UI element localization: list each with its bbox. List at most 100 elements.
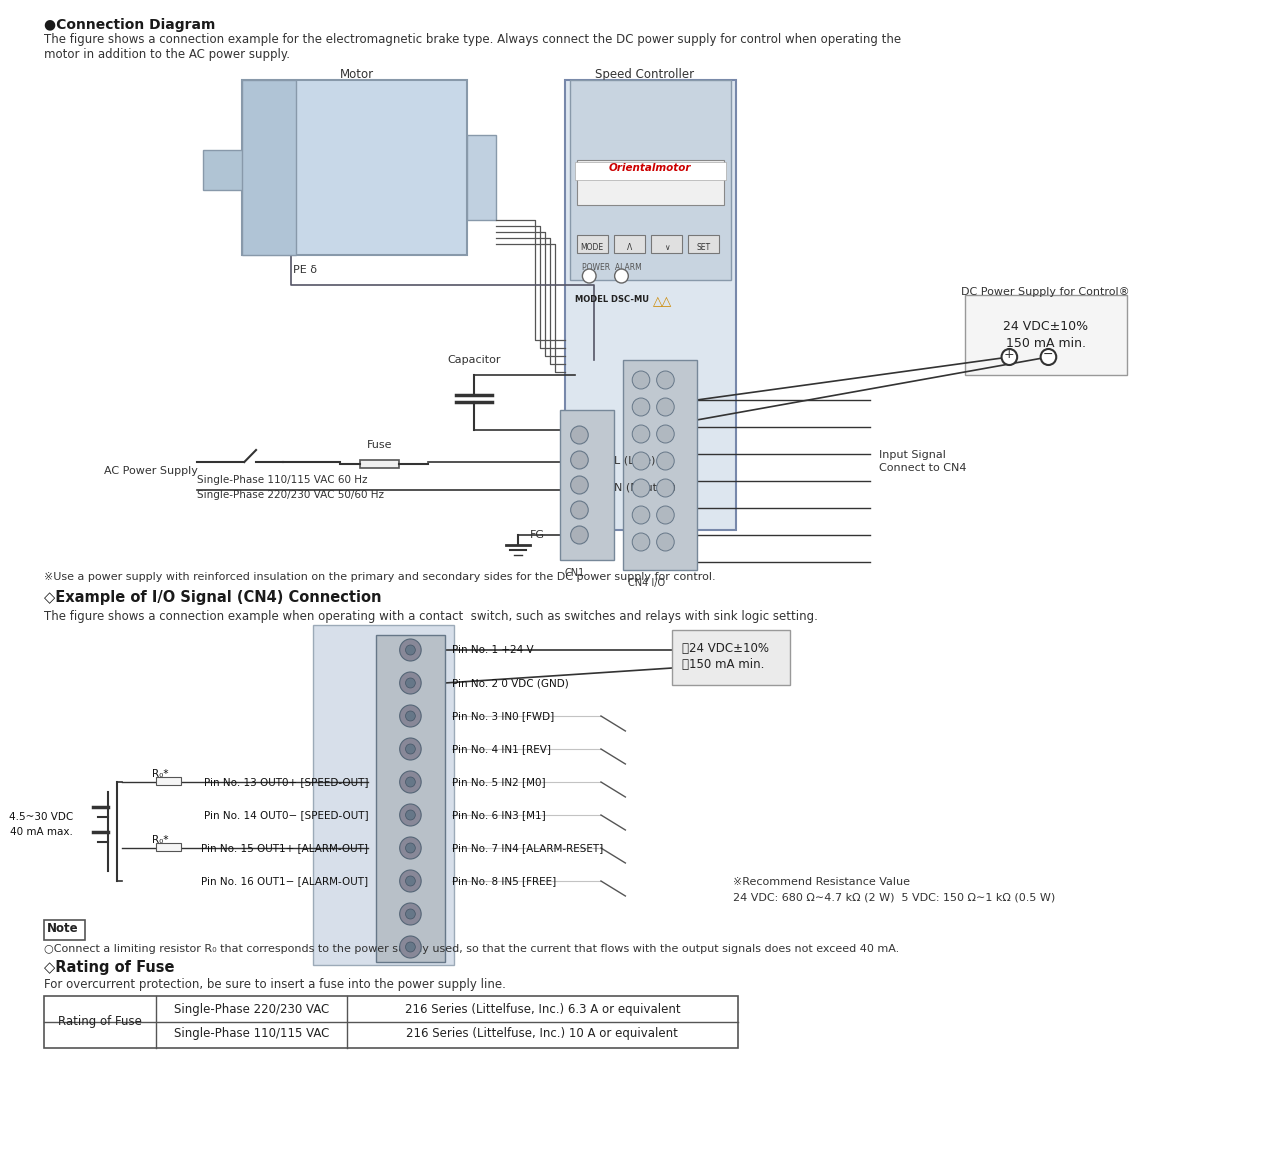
Circle shape	[571, 451, 589, 469]
Text: FG: FG	[530, 530, 544, 540]
Circle shape	[657, 506, 675, 525]
Bar	[467, 135, 497, 220]
Circle shape	[399, 771, 421, 793]
Bar	[575, 162, 726, 180]
Text: The figure shows a connection example for the electromagnetic brake type. Always: The figure shows a connection example fo…	[44, 33, 901, 47]
Circle shape	[571, 501, 589, 519]
Circle shape	[571, 426, 589, 444]
Text: MODE: MODE	[581, 243, 604, 252]
Text: Pin No. 6 IN3 [M1]: Pin No. 6 IN3 [M1]	[452, 809, 547, 820]
Text: Connect to CN4: Connect to CN4	[879, 463, 966, 473]
Circle shape	[657, 533, 675, 551]
Circle shape	[571, 526, 589, 544]
Circle shape	[399, 638, 421, 661]
Text: 40 mA max.: 40 mA max.	[10, 827, 73, 837]
Bar	[242, 80, 296, 255]
Circle shape	[632, 533, 650, 551]
Text: motor in addition to the AC power supply.: motor in addition to the AC power supply…	[44, 48, 291, 60]
Bar	[242, 80, 467, 255]
Text: 216 Series (Littelfuse, Inc.) 6.3 A or equivalent: 216 Series (Littelfuse, Inc.) 6.3 A or e…	[404, 1004, 680, 1016]
Bar	[613, 235, 645, 254]
Text: CN4 I/O: CN4 I/O	[628, 578, 666, 588]
Circle shape	[657, 479, 675, 497]
Bar	[576, 235, 608, 254]
Bar	[672, 630, 790, 685]
Bar	[564, 80, 736, 530]
Circle shape	[399, 705, 421, 727]
Circle shape	[1001, 349, 1018, 365]
Bar	[204, 150, 244, 190]
Text: Pin No. 13 OUT0+ [SPEED-OUT]: Pin No. 13 OUT0+ [SPEED-OUT]	[204, 777, 369, 787]
Text: Single-Phase 220/230 VAC 50/60 Hz: Single-Phase 220/230 VAC 50/60 Hz	[197, 490, 384, 500]
Circle shape	[632, 424, 650, 443]
Circle shape	[657, 424, 675, 443]
Text: PE δ: PE δ	[293, 265, 317, 274]
Circle shape	[632, 479, 650, 497]
Text: ※Use a power supply with reinforced insulation on the primary and secondary side: ※Use a power supply with reinforced insu…	[44, 572, 716, 582]
Text: ◇Rating of Fuse: ◇Rating of Fuse	[44, 959, 174, 975]
Bar	[156, 843, 180, 851]
Text: 24 VDC±10%: 24 VDC±10%	[1004, 320, 1088, 333]
Bar	[570, 80, 731, 280]
Circle shape	[406, 711, 415, 721]
Text: Single-Phase 220/230 VAC: Single-Phase 220/230 VAC	[174, 1004, 329, 1016]
Text: AC Power Supply: AC Power Supply	[104, 466, 197, 476]
Bar	[44, 996, 737, 1048]
Text: Capacitor: Capacitor	[447, 355, 500, 365]
Text: DC Power Supply for Control®: DC Power Supply for Control®	[961, 287, 1130, 297]
Text: Pin No. 7 IN4 [ALARM-RESET]: Pin No. 7 IN4 [ALARM-RESET]	[452, 843, 604, 852]
Bar	[965, 295, 1126, 374]
Text: Pin No. 2 0 VDC (GND): Pin No. 2 0 VDC (GND)	[452, 678, 570, 688]
Text: Pin No. 15 OUT1+ [ALARM-OUT]: Pin No. 15 OUT1+ [ALARM-OUT]	[201, 843, 369, 852]
Text: MODEL DSC-MU: MODEL DSC-MU	[575, 295, 649, 304]
Bar	[156, 777, 180, 785]
Circle shape	[406, 909, 415, 919]
Bar	[376, 635, 444, 962]
Text: Motor: Motor	[339, 67, 374, 81]
Bar	[312, 625, 454, 965]
Text: ⓤ24 VDC±10%: ⓤ24 VDC±10%	[682, 642, 769, 655]
Text: ※Recommend Resistance Value: ※Recommend Resistance Value	[733, 877, 910, 887]
Circle shape	[571, 476, 589, 494]
Circle shape	[406, 645, 415, 655]
Circle shape	[406, 809, 415, 820]
Bar	[687, 235, 719, 254]
Text: ○Connect a limiting resistor R₀ that corresponds to the power supply used, so th: ○Connect a limiting resistor R₀ that cor…	[44, 944, 900, 954]
Text: ●Connection Diagram: ●Connection Diagram	[44, 17, 215, 33]
Text: ◇Example of I/O Signal (CN4) Connection: ◇Example of I/O Signal (CN4) Connection	[44, 590, 381, 605]
Text: CN1: CN1	[564, 568, 585, 578]
Text: R₀*: R₀*	[151, 769, 168, 779]
Circle shape	[632, 506, 650, 525]
Text: +: +	[1004, 348, 1015, 361]
Text: △△: △△	[653, 295, 672, 308]
Text: Λ: Λ	[627, 243, 632, 252]
Text: Rating of Fuse: Rating of Fuse	[59, 1015, 142, 1028]
Bar	[650, 235, 682, 254]
Text: 216 Series (Littelfuse, Inc.) 10 A or equivalent: 216 Series (Littelfuse, Inc.) 10 A or eq…	[406, 1027, 678, 1041]
Circle shape	[406, 843, 415, 852]
Circle shape	[399, 936, 421, 958]
Circle shape	[406, 744, 415, 754]
Text: Note: Note	[47, 922, 78, 935]
Text: R₀*: R₀*	[151, 835, 168, 846]
Circle shape	[399, 804, 421, 826]
Circle shape	[399, 902, 421, 925]
Bar	[44, 920, 84, 940]
Text: Pin No. 8 IN5 [FREE]: Pin No. 8 IN5 [FREE]	[452, 876, 557, 886]
Text: 4.5~30 VDC: 4.5~30 VDC	[9, 812, 73, 822]
Text: Pin No. 3 IN0 [FWD]: Pin No. 3 IN0 [FWD]	[452, 711, 554, 721]
Circle shape	[582, 269, 596, 283]
Text: −: −	[1043, 348, 1053, 361]
Text: The figure shows a connection example when operating with a contact  switch, suc: The figure shows a connection example wh…	[44, 611, 818, 623]
Circle shape	[1041, 349, 1056, 365]
Text: Input Signal: Input Signal	[879, 450, 946, 461]
Text: POWER  ALARM: POWER ALARM	[582, 263, 643, 272]
Text: L (Live): L (Live)	[613, 455, 655, 465]
Bar	[623, 361, 696, 570]
Text: For overcurrent protection, be sure to insert a fuse into the power supply line.: For overcurrent protection, be sure to i…	[44, 978, 506, 991]
Text: Speed Controller: Speed Controller	[595, 67, 695, 81]
Circle shape	[399, 672, 421, 694]
Bar	[559, 411, 613, 561]
Text: Pin No. 14 OUT0− [SPEED-OUT]: Pin No. 14 OUT0− [SPEED-OUT]	[204, 809, 369, 820]
Text: Pin No. 4 IN1 [REV]: Pin No. 4 IN1 [REV]	[452, 744, 552, 754]
